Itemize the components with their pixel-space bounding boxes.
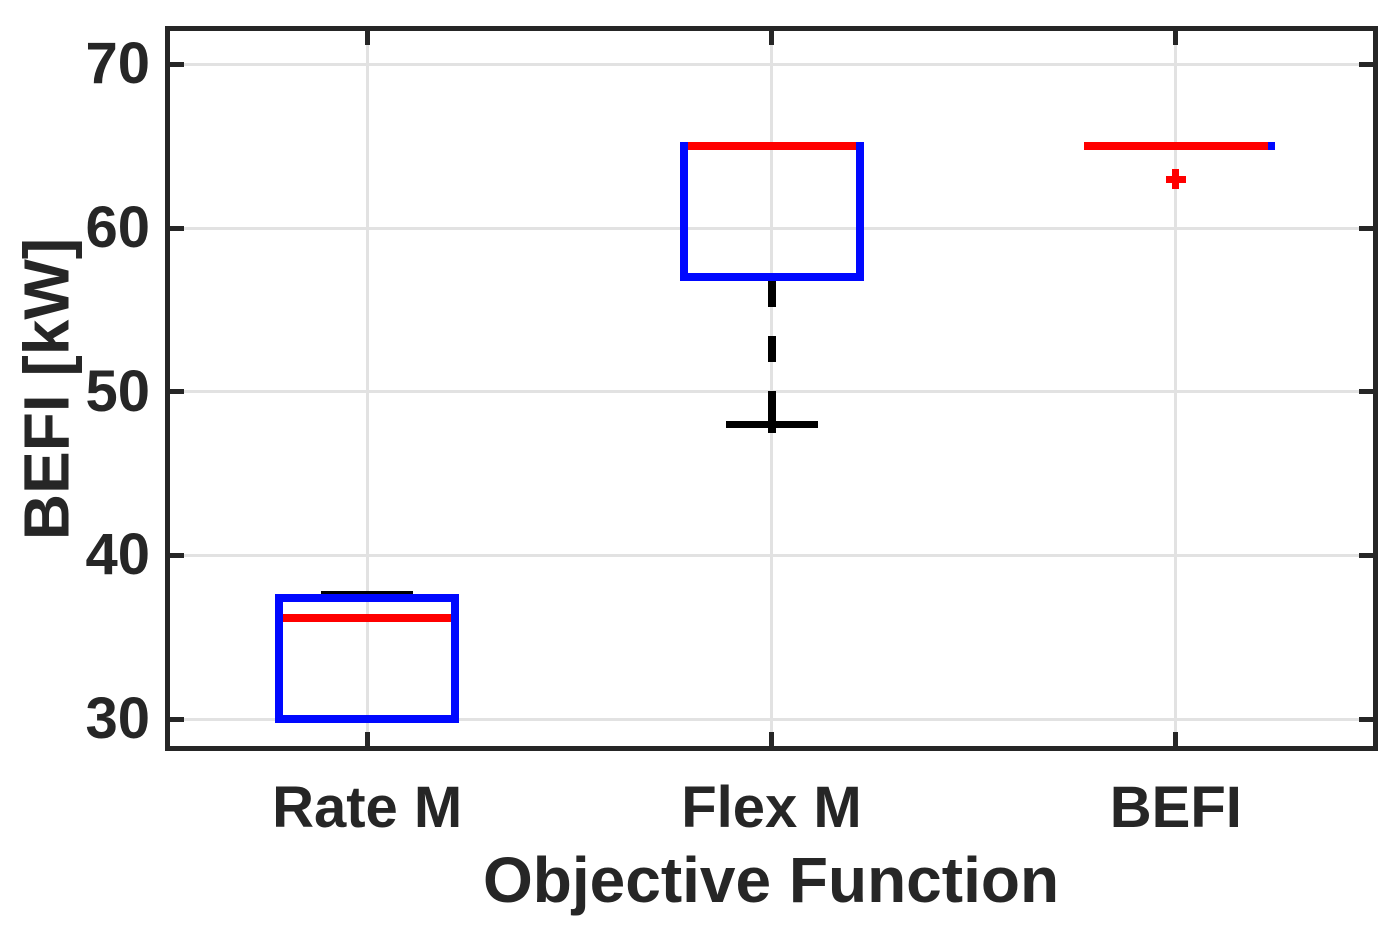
median-line-befi [1083,142,1268,151]
box-rate-m [275,593,460,724]
tick-mark-bottom [769,732,774,746]
tick-mark-bottom [364,732,370,746]
tick-mark-left [170,552,184,558]
y-tick-label: 60 [85,195,150,261]
gridline-vertical [365,31,369,746]
tick-mark-right [1359,716,1373,722]
median-line-rate-m [283,613,452,622]
x-tick-label-flex-m: Flex M [681,775,862,840]
tick-mark-left [170,389,184,395]
outlier-plus-vbar [1172,169,1180,190]
y-tick-label: 40 [85,522,150,588]
tick-mark-left [170,225,184,231]
y-tick-label: 50 [85,358,150,424]
y-tick-label: 70 [85,31,150,97]
whisker-stub-flex-m [767,398,776,433]
gridline-vertical [1174,31,1178,746]
outlier-marker-befi [1165,169,1186,190]
tick-mark-left [170,716,184,722]
tick-mark-right [1359,389,1373,395]
whisker-line-flex-m [767,281,776,421]
x-axis-label: Objective Function [482,844,1060,916]
tick-mark-bottom [1173,732,1179,746]
plot-area [165,26,1378,751]
tick-mark-top [364,31,370,45]
x-tick-label-rate-m: Rate M [272,775,463,840]
tick-mark-right [1359,225,1373,231]
whisker-cap-flex-m [725,421,818,428]
tick-mark-right [1359,61,1373,67]
tick-mark-top [1173,31,1179,45]
x-tick-label-befi: BEFI [1109,775,1242,840]
y-tick-label: 30 [85,686,150,752]
tick-mark-right [1359,552,1373,558]
tick-mark-left [170,61,184,67]
median-line-flex-m [687,142,856,151]
box-flex-m [679,142,864,282]
tick-mark-top [769,31,774,45]
